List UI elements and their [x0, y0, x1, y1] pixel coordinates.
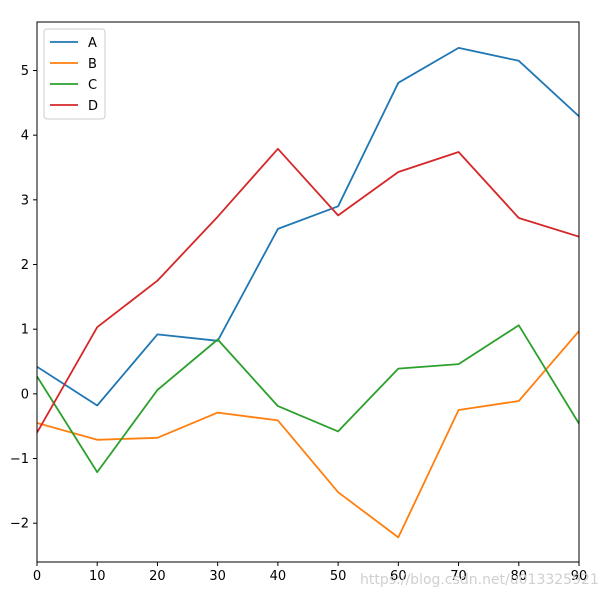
- y-tick-label: 4: [21, 129, 29, 144]
- x-tick-label: 90: [571, 569, 588, 584]
- y-tick-label: 2: [21, 258, 29, 273]
- legend-label-b: B: [88, 57, 97, 72]
- series-line-d: [37, 147, 579, 434]
- series-line-b: [37, 330, 579, 539]
- watermark-text: https://blog.csdn.net/u013325921: [360, 572, 599, 588]
- y-axis-ticks: −2 −1 0 1 2 3 4 5: [10, 64, 37, 532]
- x-tick-label: 40: [270, 569, 287, 584]
- y-tick-label: 0: [21, 387, 29, 402]
- x-tick-label: 80: [511, 569, 528, 584]
- series-lines: [37, 47, 579, 539]
- legend-label-d: D: [88, 99, 98, 114]
- x-tick-label: 50: [330, 569, 347, 584]
- x-tick-label: 60: [390, 569, 407, 584]
- y-tick-label: −2: [10, 517, 29, 532]
- x-axis-ticks: 0 10 20 30 40 50 60 70 80 90: [33, 562, 587, 584]
- legend-label-c: C: [88, 78, 97, 93]
- x-tick-label: 10: [89, 569, 106, 584]
- series-line-c: [37, 324, 579, 474]
- y-tick-label: 3: [21, 193, 29, 208]
- legend-box: [43, 28, 106, 120]
- x-tick-label: 70: [450, 569, 467, 584]
- y-tick-label: −1: [10, 452, 29, 467]
- legend-label-a: A: [88, 36, 97, 51]
- x-tick-label: 30: [209, 569, 226, 584]
- series-line-a: [37, 47, 579, 407]
- y-tick-label: 1: [21, 323, 29, 338]
- plot-area-frame: [36, 21, 580, 563]
- y-tick-label: 5: [21, 64, 29, 79]
- x-tick-label: 0: [33, 569, 41, 584]
- x-tick-label: 20: [149, 569, 166, 584]
